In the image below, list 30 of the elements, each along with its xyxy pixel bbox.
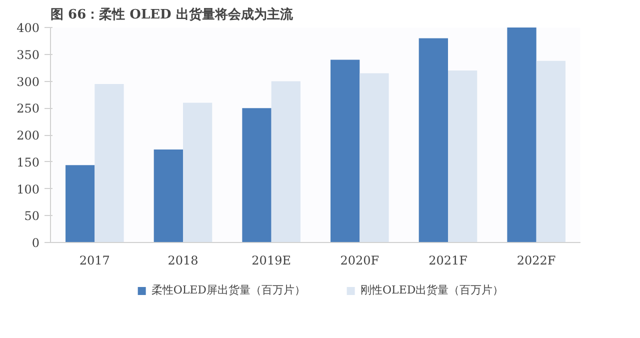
chart-title: 图 66：柔性 OLED 出货量将会成为主流 (50, 6, 294, 22)
y-tick-label: 350 (16, 48, 40, 62)
x-tick-label: 2022F (516, 254, 556, 268)
legend-label: 柔性OLED屏出货量（百万片） (151, 282, 306, 298)
bar (183, 102, 212, 242)
x-tick-label: 2020F (340, 254, 380, 268)
bar (536, 60, 566, 242)
y-tick-label: 400 (16, 21, 40, 35)
bar (242, 108, 272, 242)
x-tick-label: 2019E (252, 254, 291, 268)
bar (448, 70, 478, 242)
bar (418, 38, 448, 242)
bar (507, 28, 536, 242)
bar (66, 165, 95, 242)
bar (271, 81, 300, 242)
y-tick-label: 150 (16, 155, 40, 170)
bar (94, 84, 124, 242)
y-tick-label: 250 (16, 102, 40, 116)
x-tick-label: 2017 (79, 254, 110, 268)
y-tick-label: 200 (16, 128, 40, 142)
y-tick-label: 0 (32, 236, 40, 250)
y-tick-label: 300 (16, 74, 40, 89)
bar (360, 73, 389, 242)
x-tick-label: 2021F (428, 254, 468, 268)
legend-label: 刚性OLED出货量（百万片） (360, 282, 504, 298)
bar (154, 150, 183, 242)
y-tick-label: 50 (24, 209, 40, 224)
bar (330, 60, 360, 242)
y-tick-label: 100 (16, 182, 40, 196)
x-tick-label: 2018 (168, 254, 198, 268)
